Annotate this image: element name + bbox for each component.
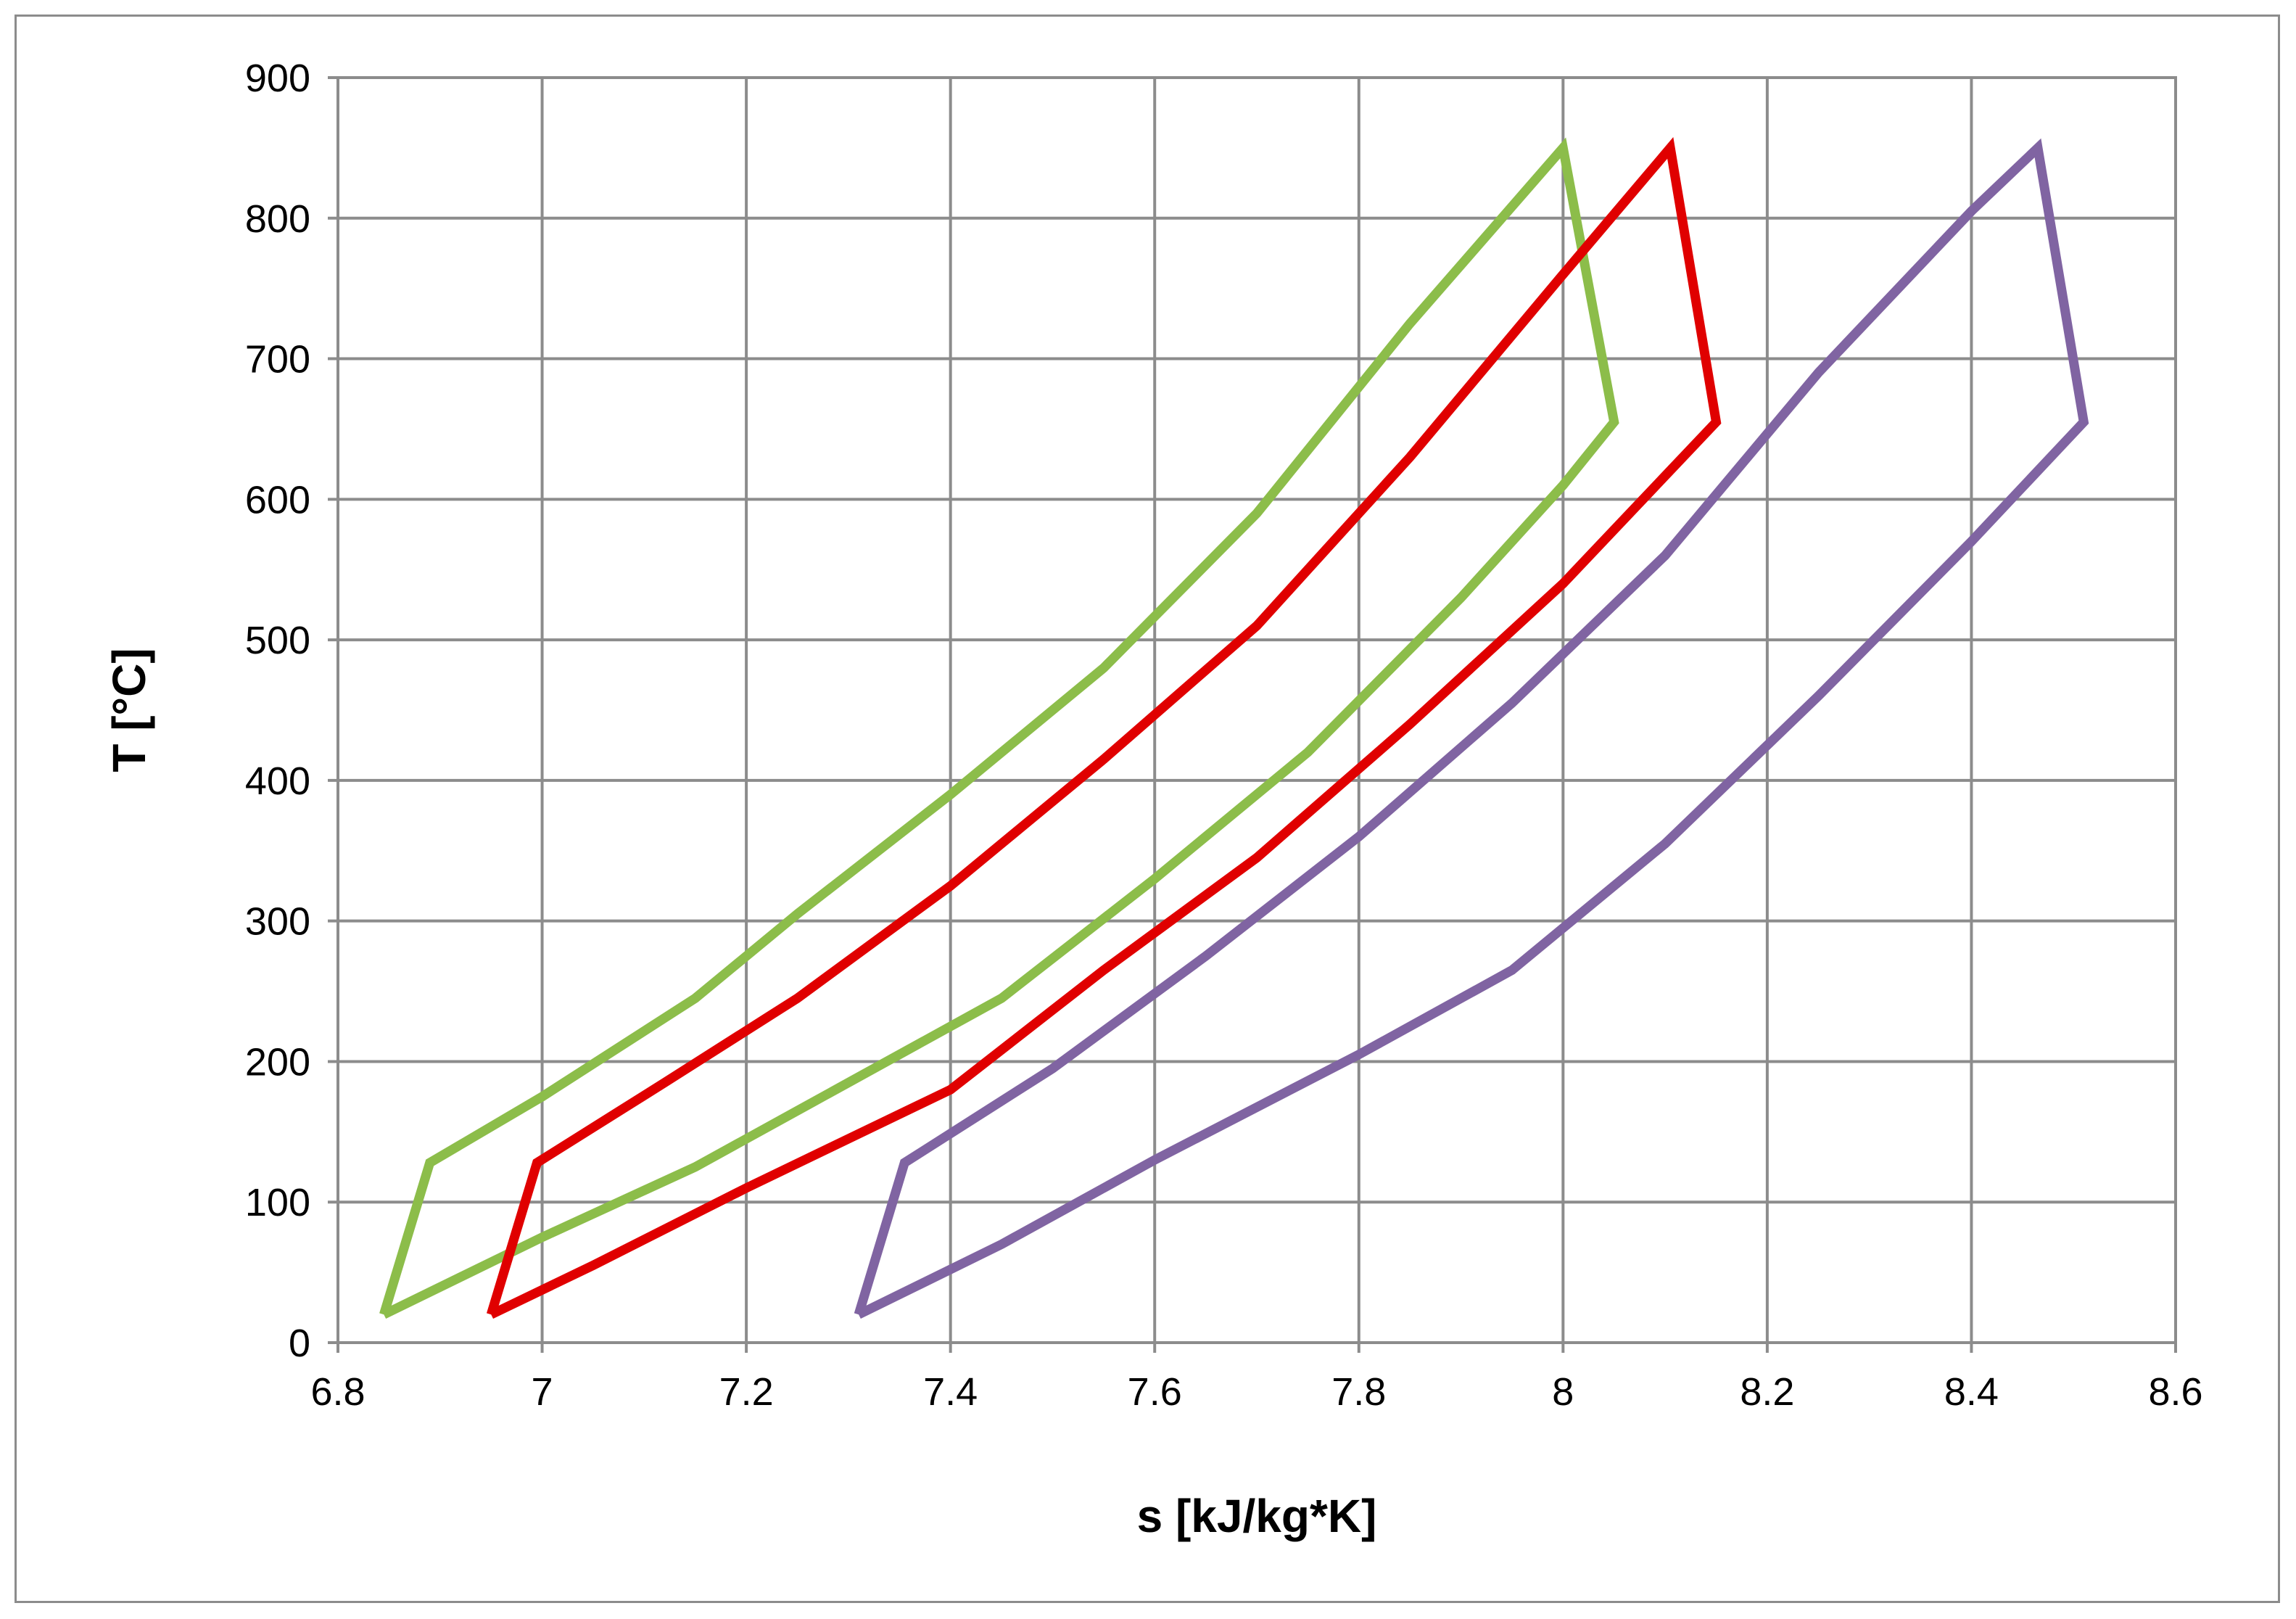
grid <box>328 76 2177 1353</box>
plot-area-border <box>336 76 2177 1344</box>
x-tick-label: 8.2 <box>1740 1370 1794 1414</box>
y-tick-label: 100 <box>245 1181 310 1224</box>
x-tick-label: 8.6 <box>2148 1370 2202 1414</box>
x-tick-label: 7.4 <box>923 1370 978 1414</box>
x-tick-label: 8.4 <box>1944 1370 1999 1414</box>
x-tick-label: 8 <box>1552 1370 1574 1414</box>
x-axis-ticks: 6.8 7 7.2 7.4 7.6 7.8 8 8.2 8.4 8.6 <box>310 1370 2202 1414</box>
x-tick-label: 7.2 <box>719 1370 774 1414</box>
y-tick-label: 400 <box>245 759 310 803</box>
y-tick-label: 600 <box>245 478 310 522</box>
y-tick-label: 500 <box>245 619 310 662</box>
series-group <box>379 137 2089 1319</box>
y-tick-label: 200 <box>245 1040 310 1084</box>
y-tick-label: 900 <box>245 57 310 100</box>
y-tick-label: 800 <box>245 197 310 241</box>
x-tick-label: 6.8 <box>310 1370 365 1414</box>
series-line-2 <box>486 137 1722 1319</box>
x-axis-title: s [kJ/kg*K] <box>1137 1490 1377 1542</box>
y-axis-title: T [°C] <box>103 648 155 772</box>
x-tick-label: 7 <box>532 1370 553 1414</box>
y-axis-ticks: 0 100 200 300 400 500 600 700 800 900 <box>245 57 310 1365</box>
series-line-3 <box>854 138 2089 1319</box>
y-tick-label: 0 <box>289 1322 310 1365</box>
series-line-1 <box>379 137 1619 1319</box>
x-tick-label: 7.8 <box>1331 1370 1386 1414</box>
x-tick-label: 7.6 <box>1128 1370 1182 1414</box>
y-tick-label: 700 <box>245 338 310 382</box>
y-tick-label: 300 <box>245 900 310 944</box>
